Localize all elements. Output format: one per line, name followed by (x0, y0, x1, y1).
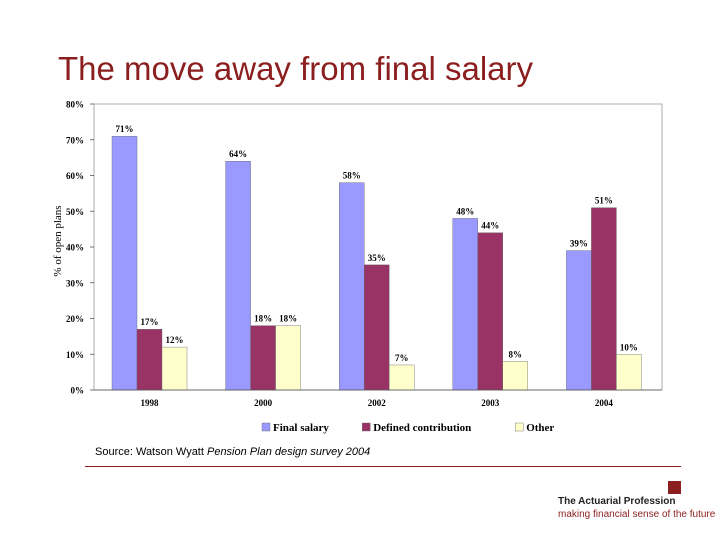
bar-final-salary (452, 218, 478, 391)
x-tick-label: 2002 (368, 398, 387, 408)
data-label: 7% (395, 353, 409, 363)
data-label: 58% (343, 171, 361, 181)
bar-final-salary (225, 160, 251, 391)
data-label: 18% (279, 314, 297, 324)
legend-swatch (515, 422, 524, 432)
data-label: 39% (570, 239, 588, 249)
brand-logo-square (668, 481, 681, 494)
bar-series (111, 135, 642, 391)
source-title: Pension Plan design survey 2004 (206, 446, 371, 458)
bar-defined-contribution (136, 329, 163, 391)
bar-defined-contribution (364, 264, 390, 391)
data-label: 8% (509, 349, 523, 359)
y-tick-label: 60% (66, 171, 84, 181)
y-tick-label: 70% (66, 135, 84, 145)
bar-defined-contribution (591, 207, 617, 391)
bar-other (161, 346, 188, 391)
legend-swatch (362, 422, 371, 432)
bar-chart: 0% 10% 20% 30% 40% 50% 60% 70% 80% 71% 17% 12% 64% 1… (52, 100, 663, 434)
bar-final-salary (111, 135, 138, 391)
legend-swatch (261, 422, 271, 432)
y-tick-label: 0% (71, 386, 85, 396)
bar-final-salary (339, 182, 365, 391)
footer-divider (85, 466, 681, 467)
organization-name: The Actuarial Profession (558, 496, 676, 507)
data-label: 51% (595, 196, 613, 206)
data-label: 18% (254, 314, 272, 324)
x-tick-label: 2003 (481, 398, 500, 408)
data-label: 17% (141, 317, 159, 327)
y-tick-label: 20% (66, 314, 84, 324)
data-label: 71% (116, 124, 134, 134)
bar-final-salary (566, 250, 592, 391)
source-note: Source: Watson Wyatt Pension Plan design… (95, 446, 370, 458)
data-label: 48% (456, 206, 474, 216)
legend-label: Other (526, 422, 554, 434)
data-labels: 71% 17% 12% 64% 18% 18% 58% 35% 7% 48% 44% 8% 39% 51%… (116, 124, 638, 363)
bar-other (502, 361, 528, 391)
bar-defined-contribution (477, 232, 503, 391)
y-axis-ticks: 0% 10% 20% 30% 40% 50% 60% 70% 80% (66, 100, 94, 396)
x-axis-ticks: 1998 2000 2002 2003 2004 (141, 398, 614, 408)
data-label: 35% (368, 253, 386, 263)
bar-defined-contribution (250, 325, 276, 391)
bar-other (275, 325, 301, 391)
data-label: 10% (620, 342, 638, 352)
slide-title: The move away from final salary (58, 50, 534, 87)
legend: Final salary Defined contribution Other (261, 422, 554, 434)
legend-label: Final salary (273, 422, 329, 434)
legend-label: Defined contribution (373, 422, 471, 434)
y-axis-label: % of open plans (52, 205, 64, 276)
organization-tagline: making financial sense of the future (558, 509, 716, 520)
bar-other (389, 364, 415, 391)
x-tick-label: 2004 (595, 398, 614, 408)
y-tick-label: 50% (66, 207, 84, 217)
y-tick-label: 10% (66, 350, 84, 360)
data-label: 12% (166, 335, 184, 345)
x-tick-label: 2000 (254, 398, 273, 408)
y-tick-label: 40% (66, 243, 84, 253)
y-tick-label: 30% (66, 278, 84, 288)
x-tick-label: 1998 (141, 398, 160, 408)
y-tick-label: 80% (66, 100, 84, 110)
source-prefix: Source: Watson Wyatt (95, 446, 207, 458)
bar-other (616, 354, 642, 391)
data-label: 64% (229, 149, 247, 159)
data-label: 44% (481, 221, 499, 231)
